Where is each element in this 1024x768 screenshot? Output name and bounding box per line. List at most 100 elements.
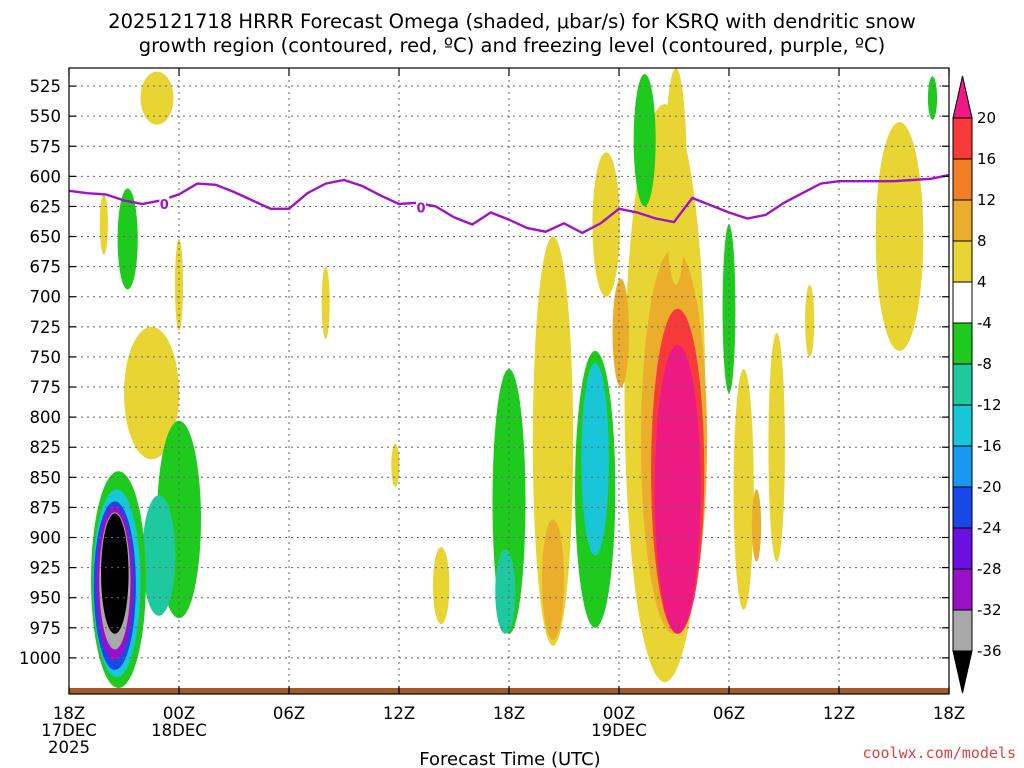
colorbar-segment — [952, 117, 973, 160]
y-tick-label: 525 — [30, 77, 62, 96]
colorbar-segment — [952, 445, 973, 488]
y-tick-label: 600 — [30, 167, 62, 186]
omega-left-yellow-sliver — [99, 194, 108, 255]
colorbar-label: 12 — [977, 191, 996, 209]
y-tick-label: 700 — [30, 288, 62, 307]
colorbar-segment — [952, 363, 973, 406]
y-tick-label: 850 — [30, 468, 62, 487]
colorbar-label: 4 — [977, 273, 987, 291]
omega-shading — [91, 68, 938, 688]
y-tick-label: 750 — [30, 348, 62, 367]
colorbar-segment — [952, 158, 973, 201]
x-tick-label: 00Z — [163, 704, 195, 723]
x-tick-label: 18Z — [933, 704, 965, 723]
omega-top-right-green — [927, 76, 938, 120]
colorbar-label: -32 — [977, 601, 1002, 619]
x-tick-label: 18Z — [53, 704, 85, 723]
x-tick-label: 12Z — [383, 704, 415, 723]
colorbar-label: -16 — [977, 437, 1002, 455]
credit-text: coolwx.com/models — [862, 744, 1016, 762]
colorbar-segment — [952, 568, 973, 611]
colorbar-label: 16 — [977, 150, 996, 168]
omega-yellow-sliver-09z — [321, 266, 330, 339]
colorbar-bottom-triangle — [952, 650, 973, 694]
omega-magenta-core — [654, 344, 701, 634]
y-tick-label: 825 — [30, 438, 62, 457]
omega-orange-sliver-07z — [751, 489, 762, 562]
colorbar-segment — [952, 199, 973, 242]
omega-left-green-column — [117, 188, 138, 290]
colorbar-label: -28 — [977, 560, 1002, 578]
y-tick-label: 625 — [30, 197, 62, 216]
x-tick-label: 00Z — [603, 704, 635, 723]
y-tick-label: 950 — [30, 589, 62, 608]
colorbar-label: 8 — [977, 232, 987, 250]
freezing-level-line — [69, 173, 949, 235]
x-tick-label: 06Z — [713, 704, 745, 723]
omega-yellow-column-09z — [768, 332, 785, 562]
contour-label: 0 — [416, 202, 425, 217]
y-tick-label: 725 — [30, 318, 62, 337]
x-tick-label: 18DEC — [151, 721, 207, 740]
colorbar-top-triangle — [952, 75, 973, 119]
x-tick-label: 06Z — [273, 704, 305, 723]
colorbar-label: -36 — [977, 642, 1002, 660]
chart-title-line1: 2025121718 HRRR Forecast Omega (shaded, … — [108, 10, 916, 33]
y-tick-label: 550 — [30, 107, 62, 126]
colorbar-label: -8 — [977, 355, 992, 373]
x-axis-label: Forecast Time (UTC) — [419, 749, 600, 768]
chart-title-line2: growth region (contoured, red, ºC) and f… — [139, 34, 886, 57]
y-tick-label: 975 — [30, 619, 62, 638]
omega-teal-band-left — [142, 495, 176, 616]
omega-green-upper-01z — [633, 74, 656, 207]
contour-label: 0 — [160, 198, 169, 213]
omega-yellow-blob-12z — [391, 443, 400, 487]
colorbar-label: -24 — [977, 519, 1002, 537]
colorbar-segment — [952, 281, 973, 324]
omega-colorbar: 20 16 12 8 4 -4 -8 -12 -16 -20 -24 -28 -32 -36 — [952, 75, 1002, 694]
colorbar-label: -4 — [977, 314, 992, 332]
omega-upper-left-yellow — [140, 71, 174, 125]
y-tick-label: 800 — [30, 408, 62, 427]
pressure-axis: 525 550 575 600 625 650 675 700 725 750 775 800 825 8… — [19, 77, 949, 668]
colorbar-label: 20 — [977, 109, 996, 127]
y-tick-label: 650 — [30, 228, 62, 247]
omega-teal-column-21z — [581, 362, 609, 556]
omega-yellow-column-left — [124, 326, 179, 460]
grid-lines — [69, 68, 949, 694]
y-tick-label: 575 — [30, 137, 62, 156]
omega-yellow-sliver-10z — [805, 284, 815, 357]
colorbar-segment — [952, 404, 973, 447]
colorbar-segment — [952, 240, 973, 283]
contour-label-bg — [159, 196, 170, 213]
y-tick-label: 900 — [30, 529, 62, 548]
omega-yellow-upper-22z — [592, 152, 620, 297]
y-tick-label: 925 — [30, 559, 62, 578]
colorbar-label: -20 — [977, 478, 1002, 496]
x-tick-label: 17DEC — [41, 721, 97, 740]
colorbar-segment — [952, 322, 973, 365]
omega-orange-column-20z — [542, 519, 564, 640]
omega-teal-column-18z — [495, 549, 516, 634]
omega-yellow-column-20z — [532, 236, 574, 646]
x-tick-label: 19DEC — [591, 721, 647, 740]
omega-yellow-column-07z — [733, 368, 754, 610]
y-tick-label: 775 — [30, 378, 62, 397]
x-tick-label: 2025 — [48, 738, 90, 757]
colorbar-segment — [952, 527, 973, 570]
y-tick-label: 675 — [30, 258, 62, 277]
omega-descent-black — [101, 513, 129, 634]
colorbar-label: -12 — [977, 396, 1002, 414]
colorbar-segment — [952, 486, 973, 529]
y-tick-label: 1000 — [19, 649, 61, 668]
colorbar-segment — [952, 609, 973, 652]
contour-label-bg — [416, 199, 426, 216]
y-tick-label: 875 — [30, 498, 62, 517]
x-tick-label: 18Z — [493, 704, 525, 723]
omega-orange-streak-01z — [612, 278, 630, 388]
x-tick-label: 12Z — [823, 704, 855, 723]
omega-yellow-pulse-15z — [432, 547, 450, 625]
